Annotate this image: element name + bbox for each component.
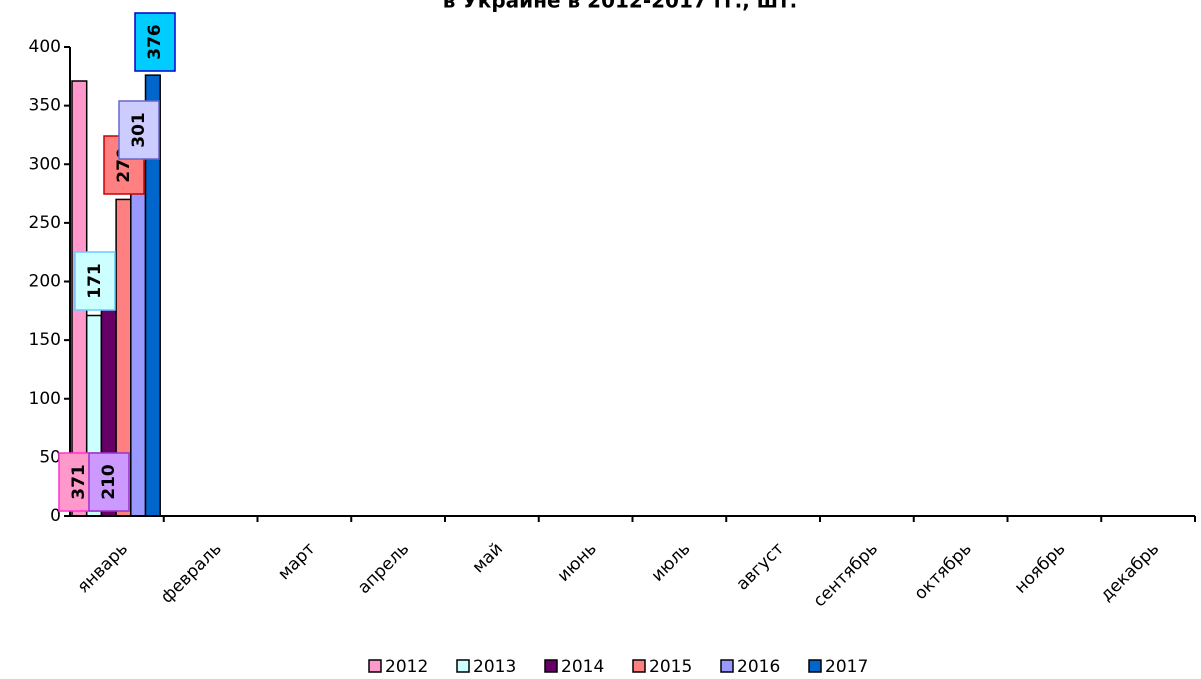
- legend-swatch: [544, 659, 558, 673]
- x-tick-label: август: [733, 539, 789, 595]
- chart-title: в Украине в 2012-2017 гг., шт.: [443, 0, 797, 13]
- x-tick-label: март: [274, 539, 319, 584]
- legend-label: 2016: [737, 657, 780, 677]
- x-tick-label: ноябрь: [1011, 539, 1070, 598]
- x-tick-label: октябрь: [911, 539, 976, 604]
- data-label: 301: [129, 112, 149, 148]
- x-tick-label: сентябрь: [810, 539, 882, 611]
- data-label-box: [118, 100, 160, 160]
- bar: [130, 162, 147, 517]
- data-label-box: [88, 452, 130, 512]
- data-label: 371: [69, 464, 89, 500]
- legend-label: 2015: [649, 657, 692, 677]
- x-tick-label: февраль: [157, 539, 226, 608]
- data-label-box: [134, 12, 176, 72]
- y-tick-label: 350: [29, 96, 61, 116]
- x-tick-label: январь: [74, 539, 132, 597]
- data-label-box: [74, 251, 116, 311]
- y-tick-label: 200: [29, 272, 61, 292]
- data-label: 376: [145, 24, 165, 60]
- legend-swatch: [632, 659, 646, 673]
- legend-swatch: [456, 659, 470, 673]
- y-tick-label: 0: [50, 506, 61, 526]
- y-tick-label: 300: [29, 154, 61, 174]
- legend-swatch: [368, 659, 382, 673]
- legend-swatch: [808, 659, 822, 673]
- y-tick-label: 100: [29, 389, 61, 409]
- x-tick-label: июнь: [554, 539, 601, 586]
- y-tick-label: 50: [39, 447, 61, 467]
- data-label: 171: [85, 263, 105, 299]
- x-tick-label: декабрь: [1097, 539, 1164, 606]
- legend-label: 2017: [825, 657, 868, 677]
- x-tick-label: апрель: [354, 539, 413, 598]
- y-tick-label: 250: [29, 213, 61, 233]
- legend-label: 2014: [561, 657, 604, 677]
- y-tick-label: 400: [29, 37, 61, 57]
- data-label: 210: [99, 464, 119, 500]
- x-tick-label: май: [469, 539, 507, 577]
- legend-label: 2013: [473, 657, 516, 677]
- y-tick-label: 150: [29, 330, 61, 350]
- legend-label: 2012: [385, 657, 428, 677]
- x-tick-label: июль: [648, 539, 695, 586]
- legend-swatch: [720, 659, 734, 673]
